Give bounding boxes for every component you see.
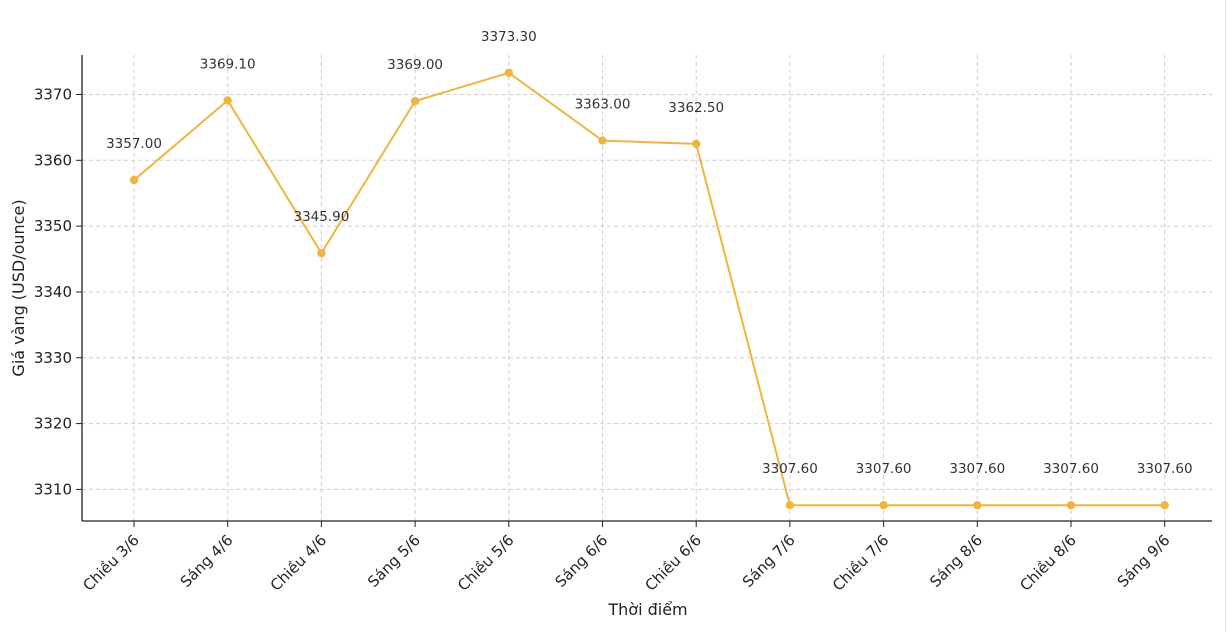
y-tick-label: 3350 (34, 217, 72, 235)
data-point (879, 501, 888, 510)
y-tick-label: 3310 (34, 480, 72, 498)
data-label: 3357.00 (106, 136, 162, 152)
data-point (1160, 501, 1169, 510)
y-tick-label: 3360 (34, 151, 72, 169)
data-label: 3307.60 (762, 461, 818, 477)
data-label: 3307.60 (949, 461, 1005, 477)
x-tick-label: Sáng 9/6 (1114, 531, 1174, 591)
data-label: 3345.90 (293, 209, 349, 225)
data-label: 3307.60 (1043, 461, 1099, 477)
data-point (129, 175, 139, 185)
data-point (223, 96, 232, 105)
data-label: 3373.30 (481, 29, 537, 45)
data-point (692, 139, 701, 149)
x-tick-label: Chiều 4/6 (267, 531, 330, 594)
data-label: 3362.50 (668, 100, 724, 116)
data-label: 3363.00 (575, 97, 631, 113)
y-tick-label: 3340 (34, 283, 72, 301)
data-label: 3369.10 (200, 56, 256, 72)
series-price (129, 68, 1169, 510)
x-tick-label: Sáng 5/6 (364, 531, 424, 591)
y-tick-label: 3320 (34, 415, 72, 433)
x-tick-label: Chiều 3/6 (79, 531, 142, 594)
x-tick-label: Chiều 8/6 (1016, 531, 1079, 594)
x-tick-label: Chiều 6/6 (642, 531, 705, 594)
series-line (133, 71, 1165, 507)
grid (82, 55, 1212, 521)
y-tick-label: 3330 (34, 349, 72, 367)
data-point (1066, 501, 1076, 510)
x-tick-label: Sáng 8/6 (926, 531, 986, 591)
x-tick-label: Chiều 5/6 (454, 531, 517, 594)
data-point (785, 501, 795, 510)
data-label: 3307.60 (1137, 461, 1193, 477)
x-tick-label: Chiều 7/6 (829, 531, 892, 594)
data-point (317, 248, 326, 258)
x-tick-label: Sáng 4/6 (177, 531, 237, 591)
y-axis-title: Giá vàng (USD/ounce) (9, 199, 28, 376)
x-tick-label: Sáng 6/6 (551, 531, 611, 591)
x-axis-title: Thời điểm (607, 600, 687, 619)
data-point (598, 136, 607, 145)
data-point (973, 501, 982, 510)
x-tick-label: Sáng 7/6 (739, 531, 799, 591)
data-label: 3369.00 (387, 57, 443, 73)
data-label: 3307.60 (856, 461, 912, 477)
data-point (410, 96, 420, 106)
data-labels: 3357.00 3369.10 3345.90 3369.00 3373.30 3363.… (106, 29, 1193, 477)
axes: Chiều 3/6 Sáng 4/6 Chiều 4/6 Sáng 5/6 Chiều … (34, 55, 1212, 595)
data-point (504, 68, 513, 77)
y-tick-label: 3370 (34, 85, 72, 103)
